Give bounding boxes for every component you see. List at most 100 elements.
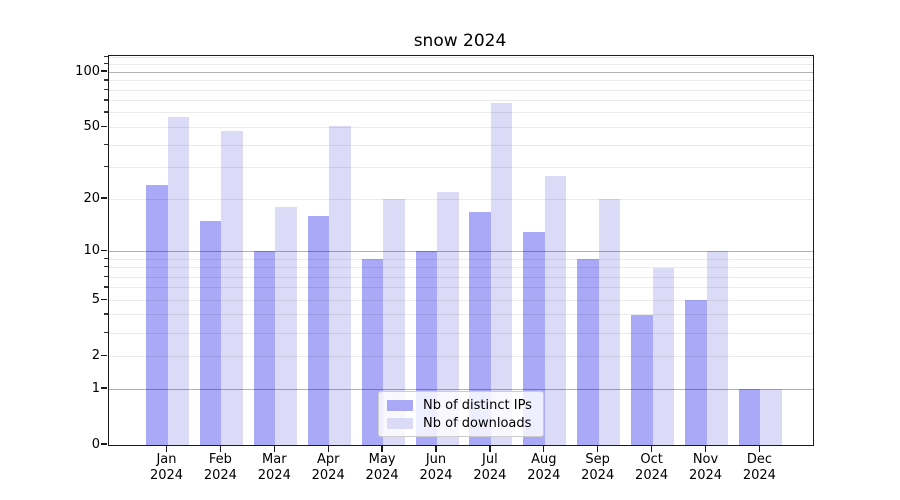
gridline-70: [109, 100, 813, 102]
gridline-50: [109, 126, 813, 128]
y-tick-label-20: 20: [83, 190, 100, 206]
y-tick-label-5: 5: [91, 291, 100, 307]
bar-downloads-jan: [167, 117, 189, 445]
legend-label-downloads: Nb of downloads: [423, 416, 532, 431]
bar-downloads-apr: [329, 125, 351, 445]
y-tick-mark-1: [101, 387, 107, 389]
gridline-30: [109, 167, 813, 169]
x-tick-label-nov: Nov 2024: [688, 452, 723, 483]
y-tick-mark-50: [101, 125, 107, 128]
y-tick-label-1: 1: [91, 380, 100, 396]
y-minor-tick-110: [104, 63, 108, 65]
x-tick-label-aug: Aug 2024: [527, 452, 561, 483]
bar-downloads-feb: [221, 130, 243, 445]
x-tick-label-feb: Feb 2024: [203, 452, 237, 483]
plot-area: [108, 55, 814, 446]
y-tick-label-50: 50: [83, 118, 100, 134]
y-minor-tick-3: [104, 331, 108, 333]
y-minor-tick-120: [104, 56, 108, 58]
y-minor-tick-9: [104, 257, 108, 259]
gridline-1: [109, 388, 813, 390]
legend: Nb of distinct IPs Nb of downloads: [378, 391, 544, 437]
bar-distinct-ips-dec: [738, 389, 761, 445]
x-tick-label-apr: Apr 2024: [311, 452, 345, 483]
gridline-80: [109, 89, 813, 91]
bar-downloads-nov: [706, 251, 728, 445]
bar-downloads-jul: [490, 102, 513, 445]
gridline-90: [109, 80, 813, 82]
y-tick-mark-5: [101, 298, 107, 300]
gridline-60: [109, 112, 813, 114]
bar-distinct-ips-apr: [307, 216, 330, 445]
x-tick-label-jun: Jun 2024: [419, 452, 453, 483]
x-tick-label-oct: Oct 2024: [635, 452, 669, 483]
x-tick-mark-jan: [165, 445, 168, 452]
y-minor-tick-60: [104, 111, 108, 113]
x-tick-mark-feb: [219, 445, 222, 452]
y-tick-label-0: 0: [91, 436, 100, 452]
legend-label-distinct-ips: Nb of distinct IPs: [423, 398, 532, 413]
bar-distinct-ips-oct: [631, 314, 653, 445]
gridline-3: [109, 332, 813, 334]
x-tick-label-may: May 2024: [365, 452, 399, 483]
bar-distinct-ips-may: [361, 259, 384, 445]
gridline-8: [109, 267, 813, 268]
bar-downloads-mar: [275, 207, 297, 445]
x-tick-mark-oct: [650, 445, 653, 452]
gridline-9: [109, 258, 813, 260]
x-tick-label-jan: Jan 2024: [149, 452, 184, 483]
x-tick-mark-dec: [758, 445, 761, 452]
x-tick-mark-jun: [435, 445, 437, 452]
legend-item-distinct-ips: Nb of distinct IPs: [387, 397, 535, 414]
chart-title: snow 2024: [413, 31, 507, 51]
gridline-4: [109, 314, 813, 316]
x-tick-mark-mar: [273, 445, 275, 452]
y-tick-mark-2: [101, 354, 107, 356]
bar-distinct-ips-sep: [577, 259, 599, 445]
y-minor-tick-4: [104, 313, 108, 315]
gridline-7: [109, 276, 813, 278]
legend-swatch-downloads: [387, 418, 413, 429]
gridline-100: [109, 71, 813, 73]
bar-downloads-oct: [652, 267, 675, 445]
x-tick-mark-jul: [489, 445, 491, 452]
gridline-6: [109, 287, 813, 289]
y-minor-tick-30: [104, 166, 108, 168]
y-minor-tick-6: [104, 286, 108, 288]
x-tick-label-sep: Sep 2024: [581, 452, 615, 483]
legend-item-downloads: Nb of downloads: [387, 415, 535, 432]
y-minor-tick-90: [104, 79, 108, 81]
gridline-120: [109, 57, 813, 59]
y-minor-tick-8: [104, 266, 108, 268]
gridline-5: [109, 299, 813, 301]
y-tick-mark-100: [101, 70, 107, 72]
y-minor-tick-70: [104, 99, 108, 101]
y-tick-mark-0: [101, 443, 107, 445]
gridline-2: [109, 355, 813, 357]
bar-distinct-ips-feb: [199, 221, 222, 445]
x-tick-mark-nov: [704, 445, 707, 452]
y-tick-label-2: 2: [91, 347, 100, 363]
x-tick-mark-sep: [597, 445, 599, 452]
x-tick-label-dec: Dec 2024: [742, 452, 776, 483]
y-minor-tick-40: [104, 143, 108, 145]
legend-swatch-distinct-ips: [387, 400, 413, 411]
x-tick-mark-aug: [543, 445, 545, 452]
y-minor-tick-7: [104, 275, 108, 277]
gridline-40: [109, 144, 813, 146]
x-tick-mark-apr: [327, 445, 329, 452]
bar-distinct-ips-jan: [146, 184, 168, 445]
bar-distinct-ips-nov: [685, 300, 707, 445]
gridline-110: [109, 64, 813, 66]
gridline-20: [109, 198, 813, 200]
bar-downloads-sep: [598, 199, 621, 445]
x-tick-label-mar: Mar 2024: [257, 452, 291, 483]
y-tick-mark-10: [101, 249, 107, 251]
bar-downloads-jun: [437, 191, 459, 445]
gridline-10: [109, 250, 813, 252]
y-tick-label-10: 10: [83, 242, 100, 258]
bar-downloads-aug: [544, 175, 567, 445]
x-tick-mark-may: [381, 445, 383, 452]
y-tick-label-100: 100: [75, 63, 100, 79]
